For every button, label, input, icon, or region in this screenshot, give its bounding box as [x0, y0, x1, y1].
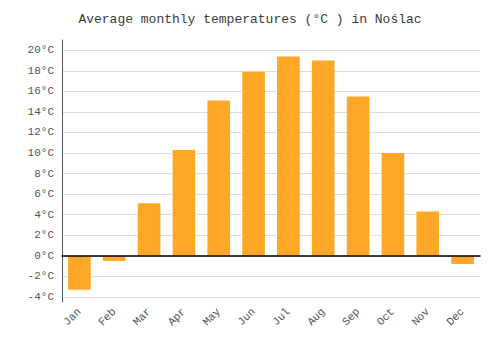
svg-text:Oct: Oct: [375, 306, 397, 328]
svg-text:Feb: Feb: [96, 306, 118, 328]
svg-text:Apr: Apr: [166, 306, 188, 328]
svg-text:Sep: Sep: [340, 306, 362, 328]
svg-text:Nov: Nov: [410, 305, 433, 328]
svg-text:10°C: 10°C: [28, 147, 55, 159]
svg-text:8°C: 8°C: [34, 168, 54, 180]
svg-text:Jun: Jun: [235, 306, 257, 328]
svg-text:Dec: Dec: [444, 306, 466, 328]
svg-text:-4°C: -4°C: [28, 291, 55, 303]
svg-text:4°C: 4°C: [34, 209, 54, 221]
svg-text:Aug: Aug: [305, 306, 327, 328]
svg-text:Average monthly temperatures (: Average monthly temperatures (°C ) in No…: [78, 12, 421, 27]
svg-text:20°C: 20°C: [28, 44, 55, 56]
svg-text:Mar: Mar: [131, 306, 153, 328]
svg-text:2°C: 2°C: [34, 229, 54, 241]
svg-text:Jan: Jan: [61, 306, 83, 328]
svg-text:12°C: 12°C: [28, 126, 55, 138]
svg-text:0°C: 0°C: [34, 250, 54, 262]
svg-text:18°C: 18°C: [28, 65, 55, 77]
svg-text:-2°C: -2°C: [28, 270, 55, 282]
svg-text:6°C: 6°C: [34, 188, 54, 200]
svg-text:May: May: [201, 305, 224, 328]
svg-text:16°C: 16°C: [28, 85, 55, 97]
svg-text:Jul: Jul: [270, 306, 292, 328]
svg-text:14°C: 14°C: [28, 106, 55, 118]
